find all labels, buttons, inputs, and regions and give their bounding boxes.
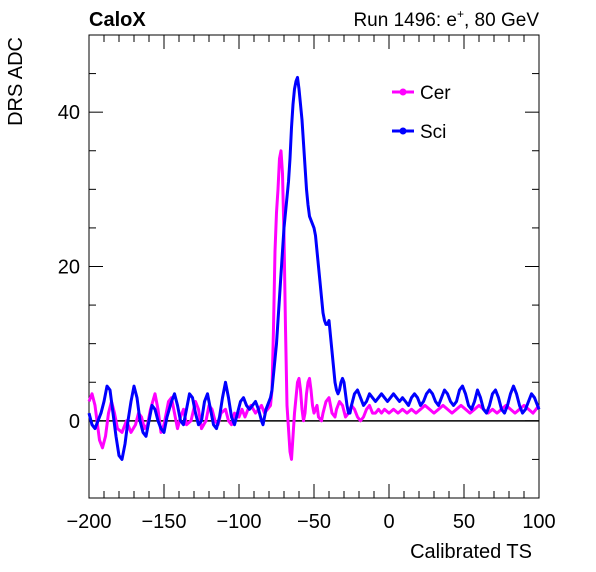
x-tick-label: −50 xyxy=(297,511,331,533)
axis-ticks xyxy=(88,34,540,499)
x-tick-label: 0 xyxy=(383,511,394,533)
series-line-sci xyxy=(87,75,541,461)
series-layer xyxy=(87,75,541,461)
y-axis-label: DRS ADC xyxy=(5,37,27,126)
axis-tick-labels: −200 −150 −100 −50 0 50 100 0 20 40 xyxy=(58,102,556,533)
legend-label-cer: Cer xyxy=(420,83,451,104)
x-tick-label: −100 xyxy=(216,511,261,533)
run-info-superscript: + xyxy=(457,7,464,21)
x-tick-label: −150 xyxy=(141,511,186,533)
y-tick-label: 20 xyxy=(58,257,80,279)
x-tick-label: −200 xyxy=(66,511,111,533)
chart-title: CaloX xyxy=(89,9,146,31)
run-info: Run 1496: e+, 80 GeV xyxy=(353,7,539,31)
x-axis-label: Calibrated TS xyxy=(410,541,532,563)
plot-frame xyxy=(88,34,540,499)
legend: Cer Sci xyxy=(392,83,451,143)
series-line-cer xyxy=(87,149,541,461)
legend-marker-sci xyxy=(399,127,407,135)
x-tick-label: 50 xyxy=(453,511,475,533)
legend-label-sci: Sci xyxy=(420,122,446,143)
x-tick-label: 100 xyxy=(522,511,555,533)
y-tick-label: 40 xyxy=(58,102,80,124)
run-info-suffix: , 80 GeV xyxy=(464,10,539,31)
legend-marker-cer xyxy=(399,88,407,96)
y-tick-label: 0 xyxy=(69,411,80,433)
run-info-prefix: Run 1496: e xyxy=(353,10,457,31)
